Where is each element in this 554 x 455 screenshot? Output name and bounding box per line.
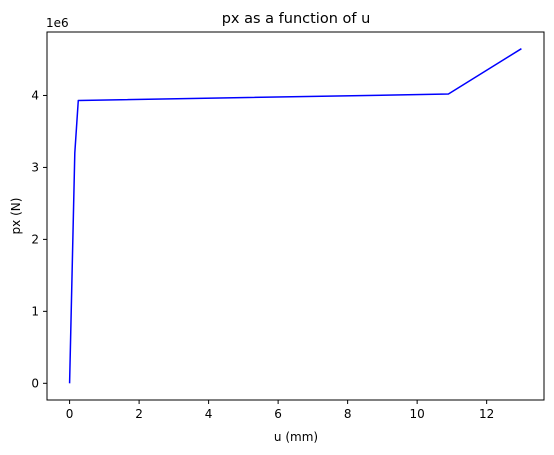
- series-line-0: [68, 48, 522, 384]
- y-tick-label: 3: [31, 160, 39, 174]
- y-tick-label: 1: [31, 304, 39, 318]
- y-axis-ticks: 0 1 2 3 4: [31, 88, 47, 390]
- x-tick-label: 10: [410, 407, 425, 421]
- y-tick-label: 0: [31, 376, 39, 390]
- x-tick-label: 12: [479, 407, 494, 421]
- x-axis-ticks: 0 2 4 6 8 10 12: [66, 400, 494, 421]
- chart-title: px as a function of u: [222, 11, 371, 27]
- x-tick-label: 8: [344, 407, 352, 421]
- x-tick-label: 6: [274, 407, 282, 421]
- y-tick-label: 2: [31, 232, 39, 246]
- x-tick-label: 2: [135, 407, 143, 421]
- y-tick-label: 4: [31, 88, 39, 102]
- axes-frame: [46, 31, 545, 401]
- x-tick-label: 0: [66, 407, 74, 421]
- x-tick-label: 4: [205, 407, 213, 421]
- y-offset-label: 1e6: [46, 16, 69, 30]
- x-axis-label: u (mm): [274, 430, 318, 444]
- plot-area: [68, 48, 522, 384]
- y-axis-label: px (N): [9, 198, 23, 235]
